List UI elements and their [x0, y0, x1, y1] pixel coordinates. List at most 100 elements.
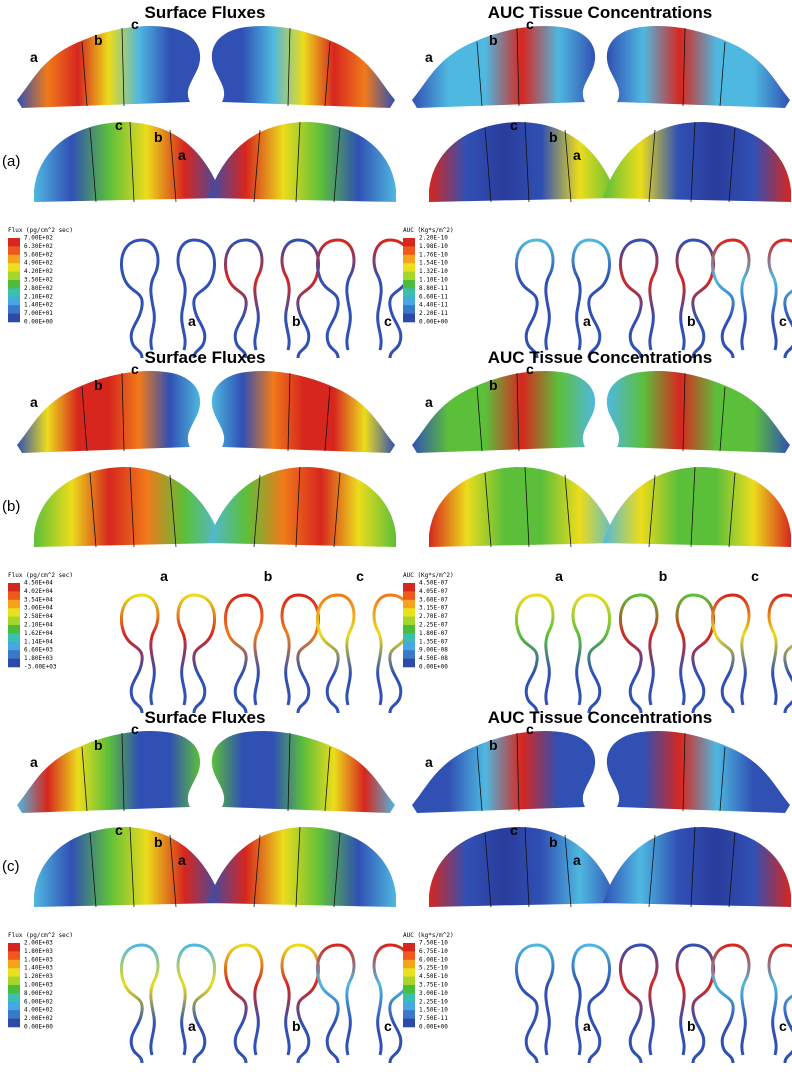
section-outline — [514, 943, 555, 1064]
cross-section — [315, 593, 413, 714]
region-label: b — [489, 737, 498, 753]
colorbar-segment — [8, 305, 20, 314]
colorbar-label: 2.00E+02 — [24, 1015, 53, 1022]
section-outline — [280, 943, 321, 1064]
medial-view — [34, 121, 222, 203]
medial-view-mirrored — [603, 466, 791, 548]
section-line — [253, 826, 341, 908]
colorbar-label: -3.00E+03 — [24, 664, 57, 671]
region-label: c — [131, 721, 139, 737]
colorbar-segment — [8, 968, 20, 977]
colorbar-segment — [403, 599, 415, 609]
cross-section — [618, 593, 716, 714]
medial-view — [429, 121, 617, 203]
surface — [34, 122, 222, 202]
surface — [412, 731, 596, 813]
region-label: b — [154, 834, 163, 850]
colorbar-segment — [8, 1001, 20, 1011]
colorbar-label: 4.02E+04 — [24, 588, 53, 595]
surface — [17, 26, 201, 108]
colorbar-label: 4.50E-08 — [419, 655, 448, 662]
region-label: c — [526, 721, 534, 737]
cross-section — [119, 593, 217, 714]
colorbar-label: 0.00E+00 — [419, 1024, 448, 1031]
colorbar-label: 2.25E-07 — [419, 622, 448, 629]
section-outline — [618, 593, 659, 714]
region-label: a — [30, 394, 38, 410]
section-label: b — [659, 568, 668, 584]
section-line — [682, 372, 726, 452]
medial-view-mirrored — [603, 121, 791, 203]
sagittal-view — [412, 731, 596, 813]
section-line — [287, 372, 331, 452]
surface — [208, 467, 396, 547]
section-outline — [571, 238, 612, 359]
medial-view-mirrored — [603, 826, 791, 908]
colorbar-label: 1.98E-10 — [419, 243, 448, 250]
colorbar-label: 1.62E+04 — [24, 630, 53, 637]
section-line — [287, 732, 331, 812]
section-label: b — [292, 313, 301, 329]
colorbar-label: 8.80E-11 — [419, 285, 448, 292]
colorbar-label: 3.75E-10 — [419, 982, 448, 989]
colorbar-segment — [8, 591, 20, 601]
surface — [412, 371, 596, 453]
surface — [606, 731, 790, 813]
colorbar-segment — [8, 650, 20, 659]
colorbar-title: AUC (Kg*s/m^2) — [403, 227, 454, 234]
colorbar-label: 0.00E+00 — [24, 319, 53, 326]
region-label: b — [489, 377, 498, 393]
colorbar-label: 2.20E-10 — [419, 235, 448, 242]
surface — [606, 371, 790, 453]
colorbar-label: 2.00E+03 — [24, 940, 53, 947]
medial-view-mirrored — [208, 121, 396, 203]
section-line — [484, 121, 572, 203]
colorbar-segment — [403, 616, 415, 626]
region-label: b — [154, 129, 163, 145]
region-label: c — [510, 822, 518, 838]
colorbar-segment — [8, 993, 20, 1003]
colorbar-segment — [403, 305, 415, 314]
colorbar-segment — [403, 650, 415, 659]
surface — [412, 26, 596, 108]
colorbar-title: AUC (Kg*s/m^2) — [403, 572, 454, 579]
colorbar-label: 7.00E+02 — [24, 235, 53, 242]
section-outline — [767, 943, 792, 1064]
region-label: c — [526, 16, 534, 32]
section-outline — [315, 238, 356, 359]
section-label: b — [264, 568, 273, 584]
surface — [17, 731, 201, 813]
section-outline — [176, 238, 217, 359]
section-label: a — [583, 313, 591, 329]
region-label: b — [94, 737, 103, 753]
section-label: c — [384, 313, 392, 329]
section-outline — [618, 943, 659, 1064]
section-outline — [571, 593, 612, 714]
surface — [211, 731, 395, 813]
colorbar-label: 1.80E+03 — [24, 948, 53, 955]
colorbar-label: 1.35E-07 — [419, 638, 448, 645]
surface — [429, 122, 617, 202]
surface — [603, 122, 791, 202]
colorbar-segment — [403, 271, 415, 281]
medial-view — [429, 826, 617, 908]
view-title: Surface Fluxes — [145, 3, 266, 22]
sagittal-view-mirrored — [211, 731, 395, 813]
section-label: a — [555, 568, 563, 584]
cross-section — [223, 943, 321, 1064]
colorbar-label: 1.60E+03 — [24, 956, 53, 963]
region-label: b — [489, 32, 498, 48]
cross-section — [119, 238, 217, 359]
colorbar-label: 4.50E-07 — [419, 580, 448, 587]
colorbar-label: 6.75E-10 — [419, 948, 448, 955]
section-line — [81, 27, 125, 107]
colorbar-segment — [403, 951, 415, 961]
section-label: c — [751, 568, 759, 584]
sagittal-view — [412, 26, 596, 108]
cross-section — [618, 943, 716, 1064]
section-outline — [767, 238, 792, 359]
section-line — [476, 732, 520, 812]
section-outline — [710, 238, 751, 359]
colorbar-title: Flux (pg/cm^2 sec) — [8, 572, 73, 579]
